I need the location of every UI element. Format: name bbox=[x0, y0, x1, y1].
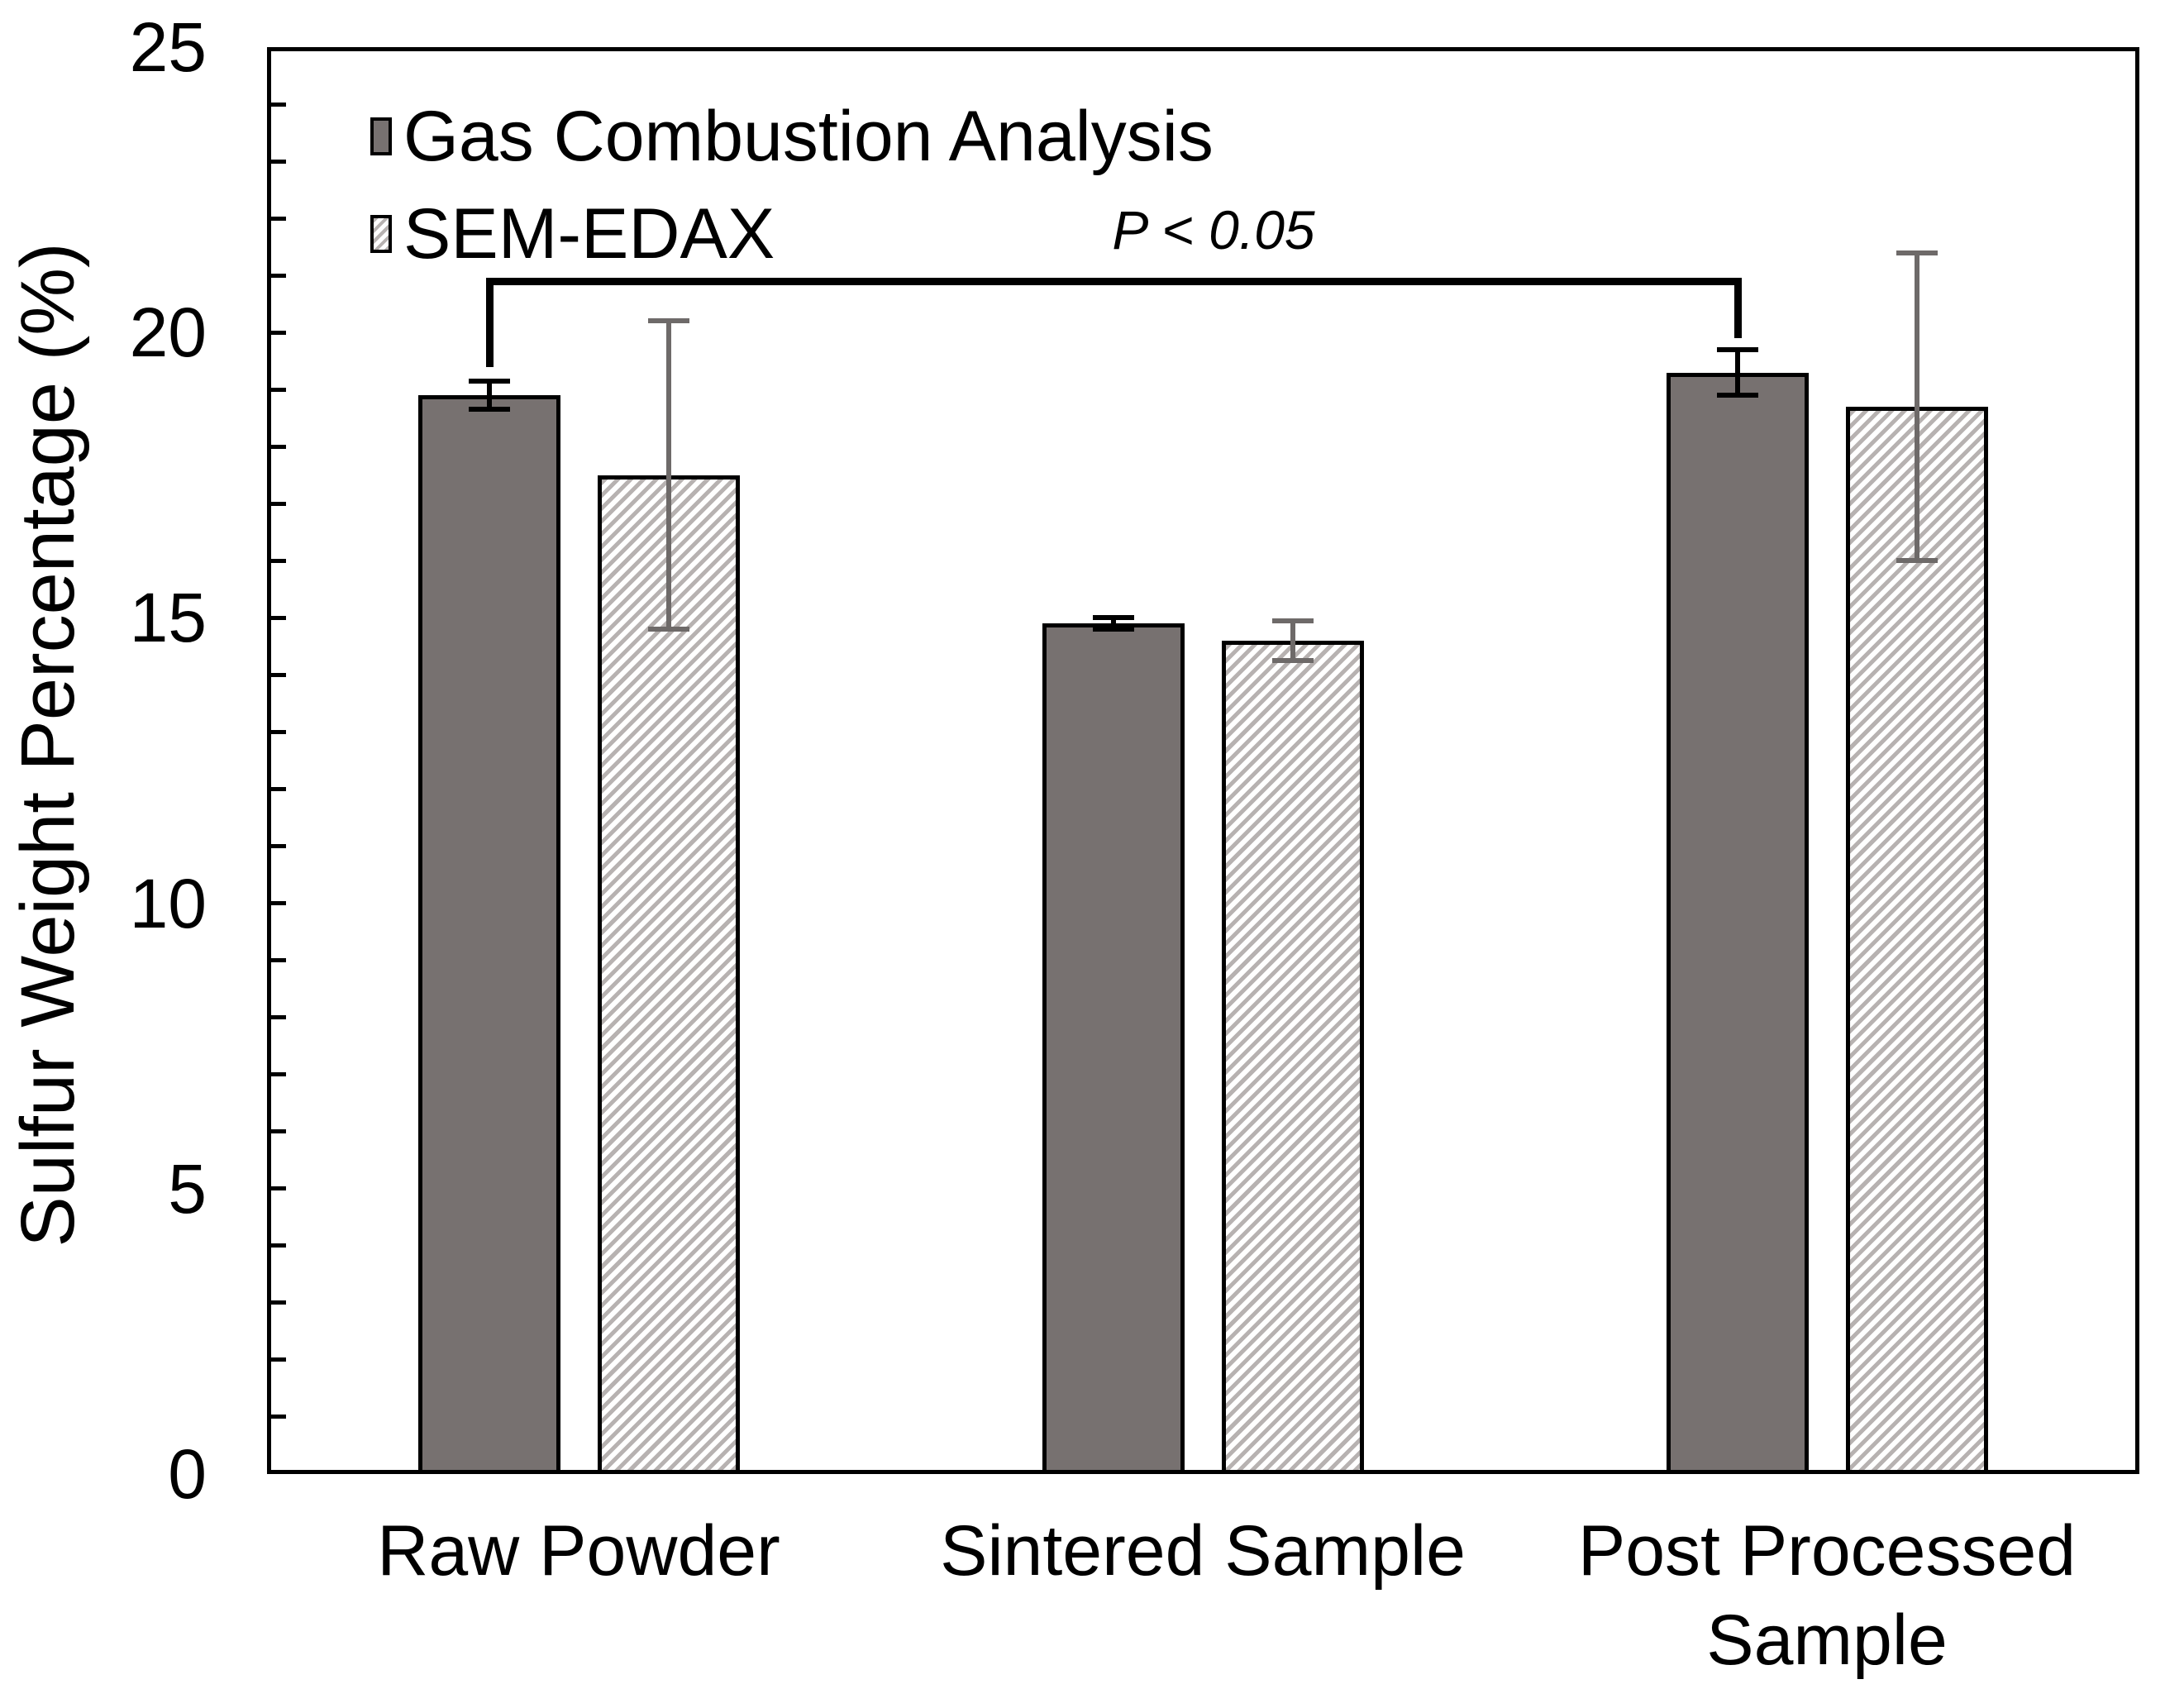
bar-solid-cat1 bbox=[1042, 623, 1185, 1474]
error-bar-cap bbox=[1717, 346, 1758, 352]
y-axis-tick bbox=[271, 159, 286, 164]
y-axis-tick bbox=[271, 387, 286, 392]
y-axis-tick-label: 25 bbox=[129, 8, 207, 86]
error-bar-cap bbox=[648, 318, 689, 324]
plot-area bbox=[267, 47, 2139, 1474]
error-bar bbox=[1111, 618, 1116, 630]
legend-swatch-solid bbox=[370, 117, 392, 155]
error-bar-cap bbox=[1896, 558, 1938, 564]
y-axis-tick bbox=[271, 558, 286, 563]
error-bar-cap bbox=[1896, 250, 1938, 255]
bar-hatch-cat2 bbox=[1846, 406, 1988, 1474]
y-axis-tick-label: 15 bbox=[129, 579, 207, 657]
error-bar bbox=[666, 321, 671, 630]
legend-label: SEM-EDAX bbox=[403, 193, 775, 274]
bar-hatch-cat1 bbox=[1222, 641, 1364, 1474]
y-axis-tick bbox=[271, 615, 286, 620]
legend-entry-sem-edax: SEM-EDAX bbox=[370, 185, 1214, 283]
bar-solid-cat0 bbox=[418, 395, 560, 1474]
error-bar-cap bbox=[469, 407, 510, 413]
y-axis-tick-label: 0 bbox=[168, 1435, 207, 1513]
y-axis-tick bbox=[271, 1015, 286, 1020]
significance-annotation: P < 0.05 bbox=[1112, 199, 1315, 260]
y-axis-tick bbox=[271, 102, 286, 107]
y-axis-tick bbox=[271, 501, 286, 506]
y-axis-tick bbox=[271, 1300, 286, 1305]
error-bar bbox=[1290, 620, 1295, 661]
legend-entry-gas-combustion: Gas Combustion Analysis bbox=[370, 88, 1214, 185]
x-category-label: Sintered Sample bbox=[940, 1511, 1466, 1591]
y-axis-tick bbox=[271, 901, 286, 906]
error-bar-cap bbox=[469, 378, 510, 384]
y-axis-tick bbox=[271, 958, 286, 963]
y-axis-tick bbox=[271, 216, 286, 221]
y-axis-tick-label: 5 bbox=[168, 1149, 207, 1228]
y-axis-tick bbox=[271, 444, 286, 449]
y-axis-tick bbox=[271, 844, 286, 849]
error-bar bbox=[1915, 252, 1919, 561]
y-axis-tick bbox=[271, 1415, 286, 1419]
legend-label: Gas Combustion Analysis bbox=[403, 96, 1214, 176]
y-axis-tick bbox=[271, 1129, 286, 1134]
error-bar bbox=[1735, 349, 1740, 396]
bar-solid-cat2 bbox=[1667, 372, 1809, 1474]
error-bar-cap bbox=[1272, 618, 1314, 623]
error-bar bbox=[487, 380, 492, 410]
y-axis-tick bbox=[271, 1072, 286, 1077]
y-axis-tick bbox=[271, 1357, 286, 1362]
error-bar-cap bbox=[648, 627, 689, 632]
error-bar-cap bbox=[1272, 658, 1314, 664]
error-bar-cap bbox=[1717, 393, 1758, 398]
x-category-label: Raw Powder bbox=[377, 1511, 780, 1591]
y-axis-tick-label: 20 bbox=[129, 293, 207, 372]
bar-hatch-cat0 bbox=[598, 475, 740, 1474]
y-axis-tick bbox=[271, 273, 286, 278]
significance-bracket-left-drop bbox=[485, 281, 494, 367]
significance-bracket-right-drop bbox=[1733, 281, 1742, 339]
y-axis-tick bbox=[271, 729, 286, 734]
y-axis-tick bbox=[271, 330, 286, 335]
y-axis-tick bbox=[271, 1186, 286, 1191]
error-bar-cap bbox=[1093, 627, 1134, 632]
y-axis-tick bbox=[271, 787, 286, 792]
y-axis-tick bbox=[271, 672, 286, 677]
error-bar-cap bbox=[1093, 615, 1134, 621]
x-category-label: Post Processed Sample bbox=[1577, 1511, 2077, 1680]
y-axis-tick-label: 10 bbox=[129, 864, 207, 942]
significance-bracket-horizontal bbox=[485, 277, 1742, 285]
legend: Gas Combustion Analysis SEM-EDAX bbox=[370, 88, 1214, 283]
legend-swatch-hatch bbox=[370, 215, 392, 253]
y-axis-tick bbox=[271, 1243, 286, 1248]
